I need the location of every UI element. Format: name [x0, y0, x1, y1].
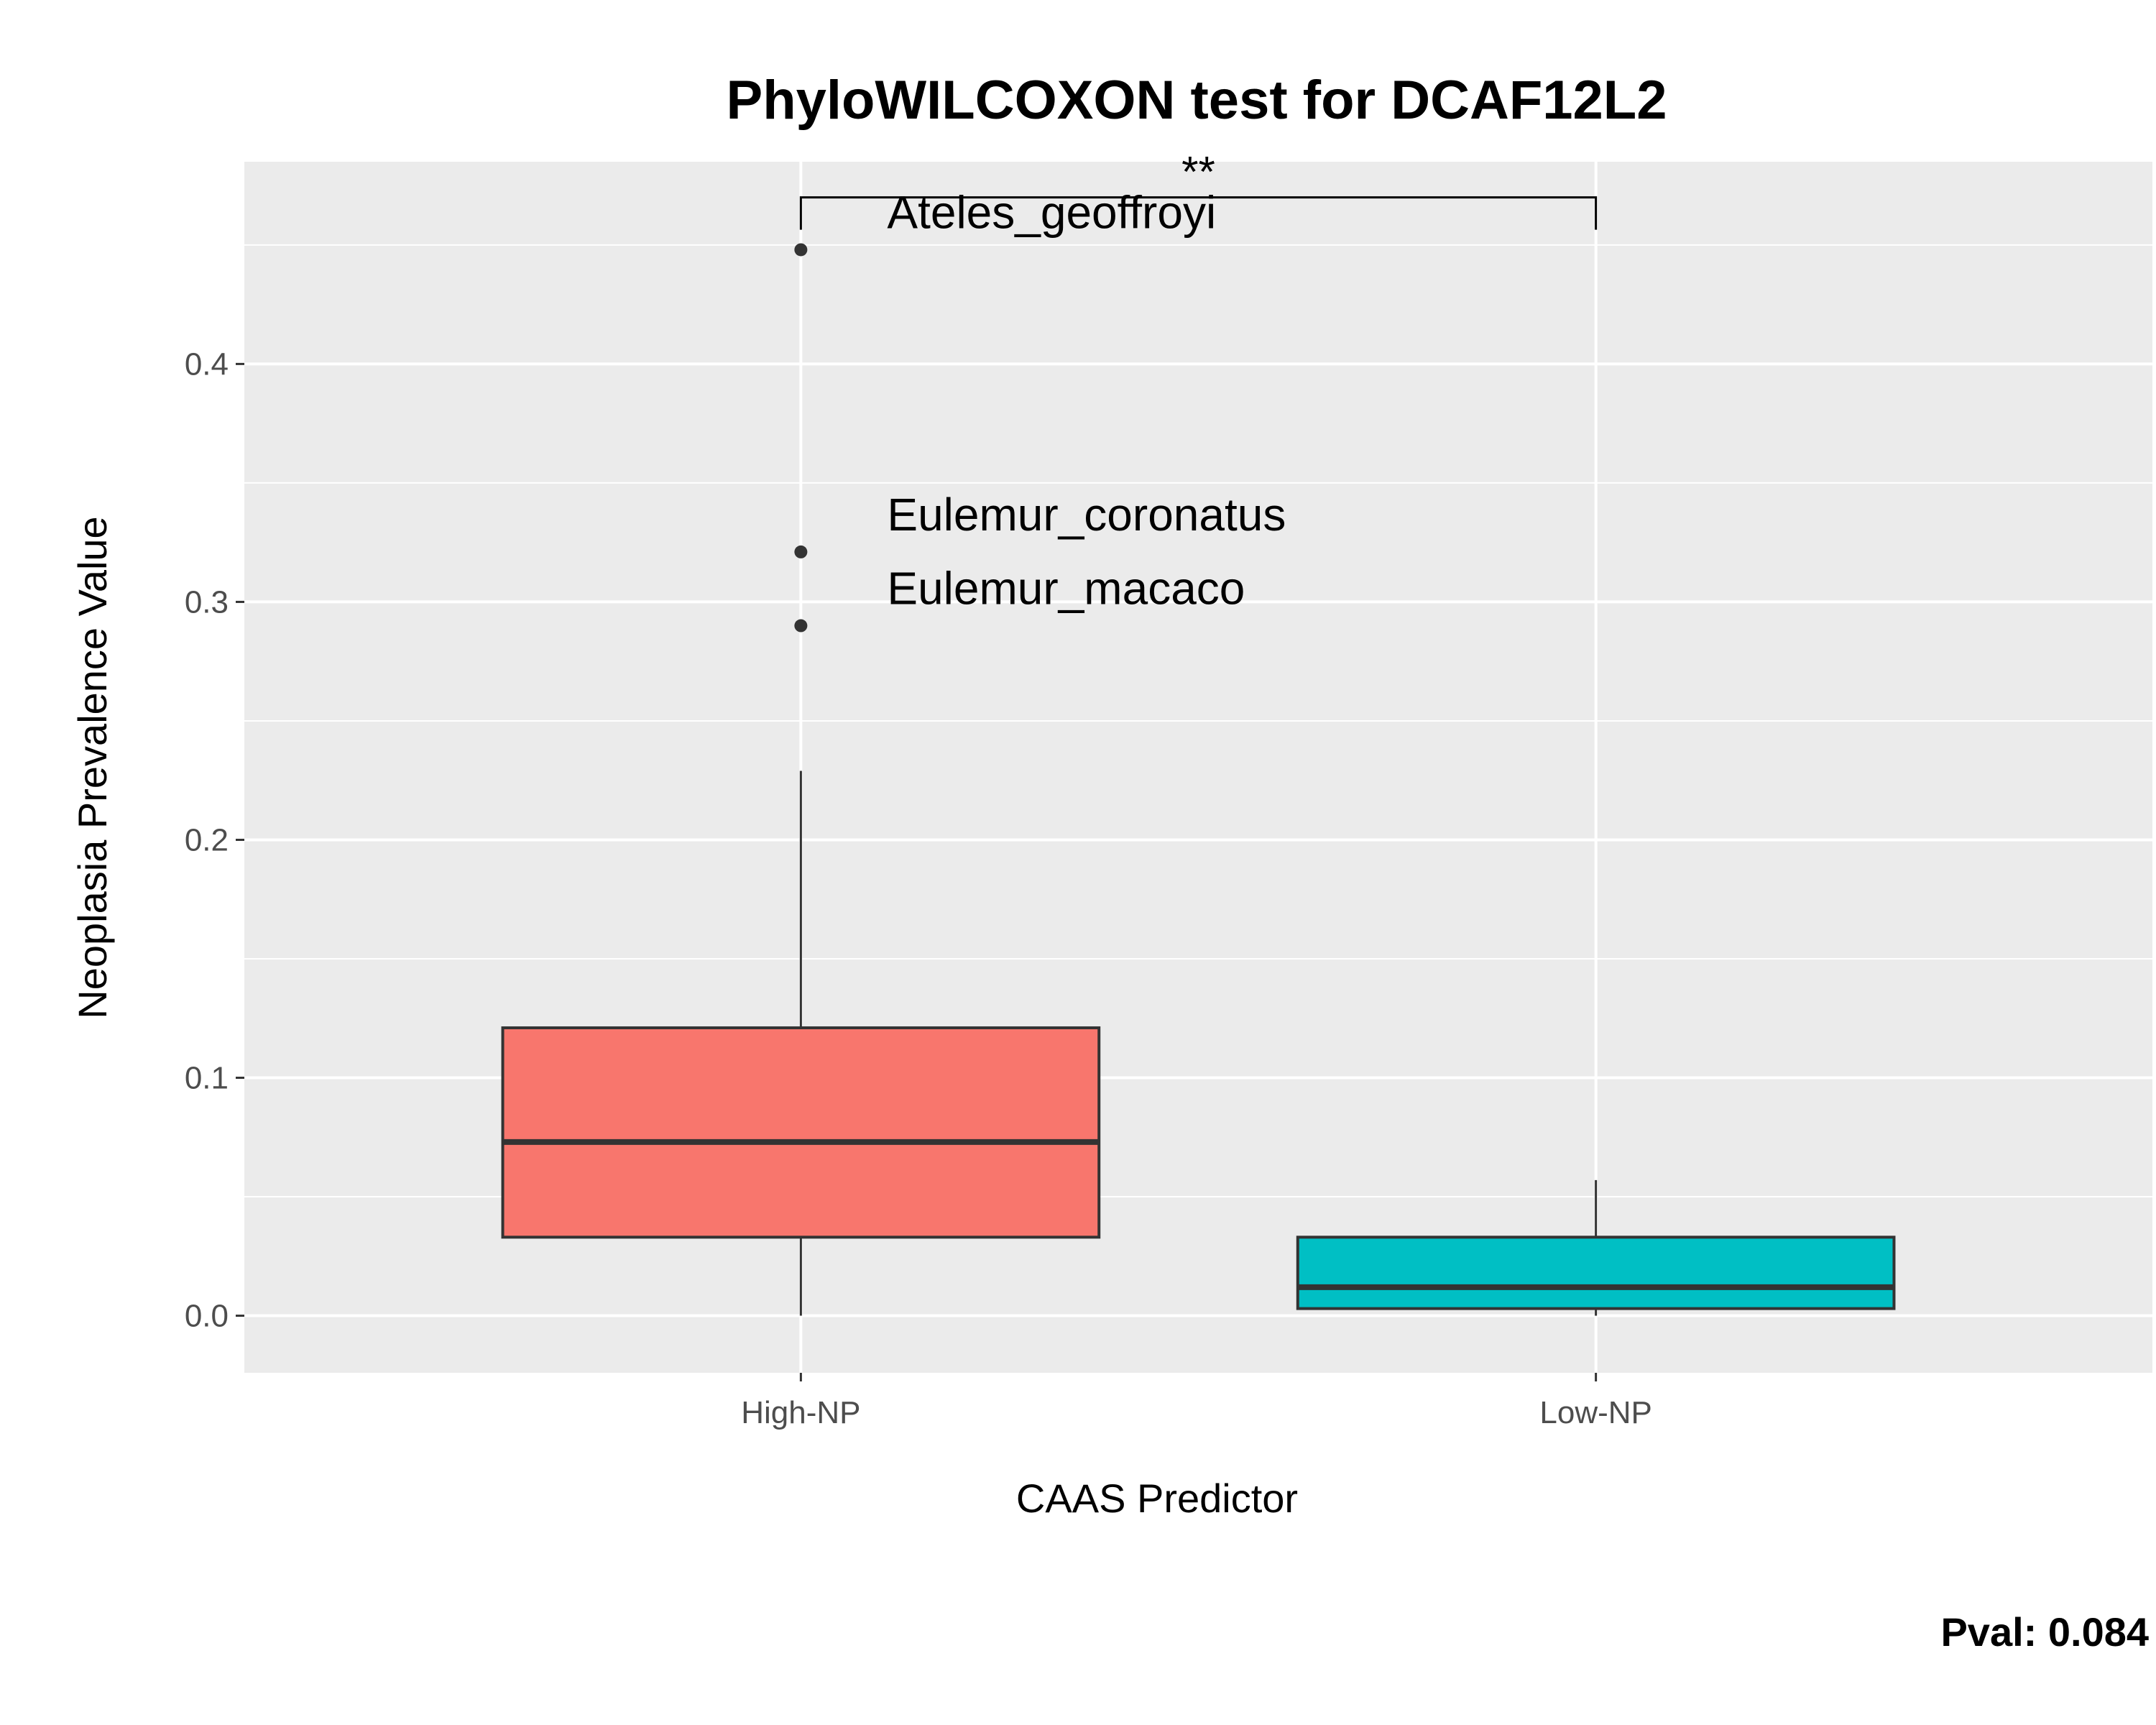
pvalue-annotation: Pval: 0.084: [1940, 1609, 2149, 1655]
x-axis-title: CAAS Predictor: [1016, 1476, 1298, 1521]
x-tick-label: High-NP: [741, 1395, 860, 1430]
y-axis-title: Neoplasia Prevalence Value: [70, 516, 115, 1018]
y-tick-label: 0.3: [185, 584, 229, 620]
box-high-np: [501, 1026, 1101, 1239]
outlier-label: Eulemur_macaco: [887, 563, 1245, 615]
box-low-np: [1296, 1236, 1896, 1310]
y-tick-label: 0.4: [185, 346, 229, 382]
outlier-label: Eulemur_coronatus: [887, 489, 1286, 540]
significance-label: **: [1181, 148, 1215, 196]
x-tick-label: Low-NP: [1539, 1395, 1652, 1430]
y-tick-label: 0.1: [185, 1061, 229, 1096]
outlier-point: [794, 545, 808, 558]
outlier-point: [794, 243, 808, 257]
outlier-point: [794, 619, 808, 632]
significance-bracket: [799, 196, 1598, 230]
y-tick-label: 0.0: [185, 1299, 229, 1334]
y-tick-label: 0.2: [185, 822, 229, 857]
outlier-label: Ateles_geoffroyi: [887, 186, 1216, 238]
chart-title: PhyloWILCOXON test for DCAF12L2: [727, 70, 1667, 131]
plot-area: 0.0 0.1 0.2 0.3 0.4 High-NP Low-NP Ateles_geoff…: [185, 148, 2152, 1430]
